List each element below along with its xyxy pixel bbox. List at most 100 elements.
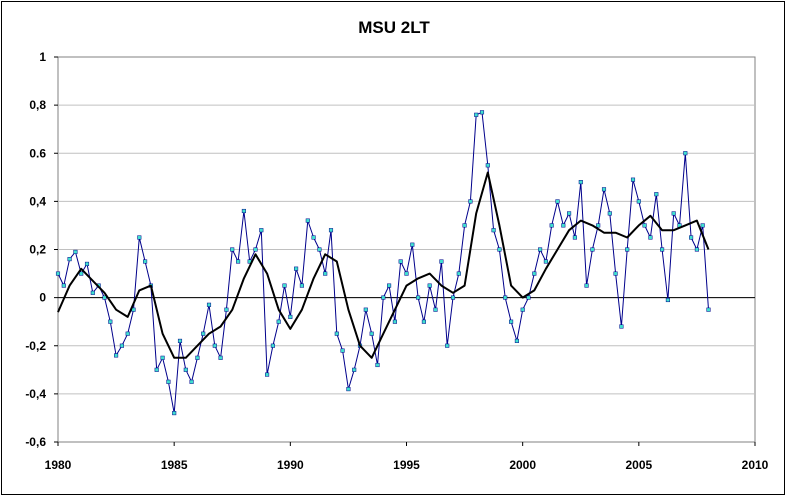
series-0-point-64	[427, 283, 432, 288]
series-0-point-12	[125, 331, 130, 336]
series-0-point-98	[625, 247, 630, 252]
series-0-point-70	[462, 223, 467, 228]
series-0-point-94	[601, 187, 607, 192]
series-0-point-21	[177, 338, 183, 343]
series-0-point-26	[206, 302, 212, 307]
x-tick-label-5: 2005	[625, 458, 652, 472]
series-0-point-59	[398, 259, 403, 264]
series-0-point-112	[706, 307, 711, 312]
series-0-point-73	[479, 110, 485, 115]
y-tick-label-1: -0,4	[25, 387, 46, 401]
series-0-point-23	[189, 379, 194, 384]
series-0-point-37	[270, 343, 275, 348]
y-tick-label-3: 0	[39, 291, 46, 305]
series-0-point-57	[387, 283, 392, 288]
series-0-point-40	[288, 314, 293, 319]
series-0-point-105	[665, 297, 670, 303]
series-0-point-22	[183, 367, 188, 372]
series-0-point-79	[514, 338, 519, 343]
y-tick-label-7: 0,8	[29, 98, 46, 112]
x-tick-label-3: 1995	[393, 458, 420, 472]
series-0-point-84	[543, 259, 548, 264]
series-0-point-81	[526, 295, 531, 300]
series-0-point-35	[259, 228, 264, 233]
x-tick-label-2: 1990	[277, 458, 304, 472]
series-0-point-17	[154, 367, 159, 372]
series-0-point-24	[195, 355, 200, 360]
series-0-point-80	[520, 307, 525, 312]
series-0-point-61	[410, 242, 415, 247]
series-0-point-4	[79, 271, 84, 276]
series-0-point-49	[340, 348, 345, 353]
series-0-point-90	[578, 180, 583, 185]
y-tick-label-4: 0,2	[29, 243, 46, 257]
series-0-point-0	[55, 271, 61, 276]
y-tick-label-6: 0.6	[29, 146, 46, 160]
series-0-point-58	[392, 319, 397, 324]
series-0-point-51	[352, 367, 357, 372]
series-0-point-62	[416, 295, 421, 300]
series-0-point-18	[160, 355, 165, 360]
x-axis: 1980 1985 1990 1995 2000 2005 2010	[45, 442, 769, 472]
series-0-point-45	[317, 247, 322, 252]
grid-lines	[58, 104, 755, 395]
series-0-point-31	[236, 259, 241, 264]
series-0-point-100	[636, 199, 641, 204]
series-0-point-5	[84, 261, 90, 266]
series-0-point-47	[328, 228, 334, 233]
series-0-point-108	[683, 151, 688, 156]
series-0-point-14	[137, 235, 142, 240]
series-0-point-71	[468, 199, 473, 204]
x-tick-label-1: 1985	[161, 458, 188, 472]
series-0-point-48	[334, 331, 339, 336]
series-0-point-89	[572, 235, 577, 240]
series-0-point-109	[689, 235, 694, 240]
y-tick-label-8: 1	[39, 50, 46, 64]
series-0-point-46	[323, 271, 328, 276]
series-0-point-38	[276, 319, 281, 324]
series-0-point-54	[369, 331, 374, 336]
series-0-point-19	[166, 379, 171, 384]
series-0-point-10	[114, 353, 119, 358]
series-0-point-104	[660, 247, 665, 252]
series-0-point-9	[108, 319, 113, 324]
series-0-point-3	[73, 249, 78, 254]
series-0-point-2	[67, 257, 72, 262]
series-0-point-65	[433, 307, 438, 312]
y-tick-label-2: -0,2	[25, 339, 46, 353]
series-layer	[55, 110, 711, 416]
series-1-line	[57, 171, 710, 359]
series-0-point-42	[299, 283, 304, 288]
series-0-point-95	[607, 211, 612, 216]
series-0-point-50	[346, 387, 351, 392]
y-tick-label-0: -0,6	[25, 435, 46, 449]
series-0-point-106	[671, 211, 676, 216]
series-0-point-101	[642, 223, 647, 228]
series-0-point-63	[421, 319, 426, 324]
series-0-point-72	[474, 112, 479, 117]
series-0-point-27	[212, 343, 217, 348]
series-0-point-53	[363, 307, 368, 312]
series-0-point-66	[439, 259, 444, 264]
chart-title: MSU 2LT	[358, 18, 430, 37]
series-0-point-86	[555, 199, 560, 204]
series-0-point-111	[700, 223, 705, 228]
series-0	[55, 110, 711, 416]
series-0-point-34	[253, 247, 258, 252]
series-0-point-85	[549, 223, 554, 228]
series-0-point-82	[532, 271, 537, 276]
series-0-point-110	[694, 247, 699, 252]
series-0-point-75	[491, 228, 496, 233]
series-0-point-68	[450, 295, 456, 300]
series-0-point-99	[630, 177, 636, 182]
series-0-point-41	[294, 266, 299, 271]
series-0-point-87	[561, 223, 566, 228]
series-0-point-20	[172, 411, 177, 416]
series-0-point-97	[619, 324, 624, 329]
series-0-point-32	[241, 208, 246, 214]
series-0-point-28	[218, 355, 223, 360]
series-0-point-36	[265, 372, 270, 377]
series-0-point-1	[61, 283, 66, 288]
series-0-point-77	[503, 295, 508, 300]
